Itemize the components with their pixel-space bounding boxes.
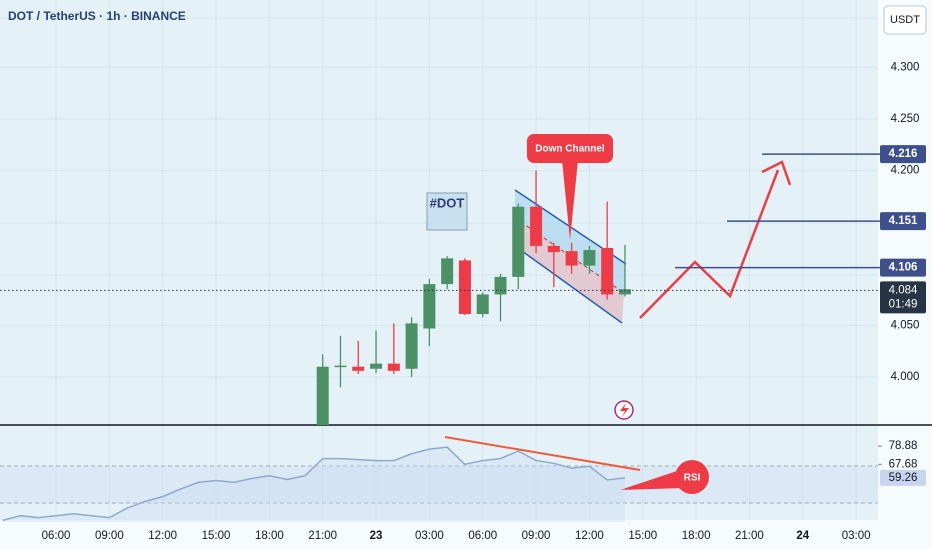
candle-body	[512, 206, 525, 277]
level-label: 4.106	[889, 262, 918, 274]
level-label: 4.216	[889, 148, 918, 160]
candle-body	[601, 248, 614, 295]
unit-box	[883, 5, 927, 35]
countdown: 01:49	[889, 298, 918, 310]
candle-body	[547, 245, 560, 253]
callout-text: Down Channel	[535, 144, 605, 155]
x-tick-label: 03:00	[415, 530, 444, 542]
x-tick-label: 15:00	[628, 530, 657, 542]
level-label-box	[880, 212, 926, 231]
x-tick-label: 06:00	[42, 530, 71, 542]
unit: USDT	[890, 14, 920, 26]
x-tick-label: 09:00	[95, 530, 124, 542]
candle-body	[494, 276, 507, 295]
x-tick-label: 12:00	[148, 530, 177, 542]
x-tick-label: 18:00	[682, 530, 711, 542]
rsi-trend-line	[444, 436, 641, 471]
last-price-label: 4.084	[889, 284, 918, 296]
candle-body	[334, 365, 347, 368]
candles	[316, 170, 631, 425]
x-tick-label: 23	[370, 530, 383, 542]
callout-pointer	[562, 160, 578, 240]
x-tick-label: 21:00	[735, 530, 764, 542]
y-tick-label: 4.250	[891, 113, 920, 125]
x-tick-label: 18:00	[255, 530, 284, 542]
y-tick-label: 4.000	[891, 371, 920, 383]
y-tick-label: 4.050	[891, 319, 920, 331]
candle-body	[387, 363, 400, 371]
dot-label: #DOT	[430, 195, 465, 210]
candle-body	[565, 251, 578, 266]
candle-body	[458, 260, 471, 315]
dot-label-box	[426, 192, 468, 231]
level-label-box	[880, 145, 926, 164]
y-tick-label: 4.300	[891, 61, 920, 73]
plot-background	[0, 0, 878, 520]
rsi-area	[2, 447, 625, 522]
x-tick-label: 06:00	[468, 530, 497, 542]
x-tick-label: 09:00	[522, 530, 551, 542]
projection-arrow	[639, 169, 780, 319]
x-tick-label: 03:00	[842, 530, 871, 542]
rsi-callout	[675, 460, 709, 494]
rsi-label: 78.88	[889, 440, 918, 452]
candle-body	[370, 363, 383, 369]
candle-body	[530, 206, 543, 246]
candle-body	[405, 323, 418, 369]
x-tick-label: 21:00	[308, 530, 337, 542]
rsi-label: 67.68	[889, 458, 918, 470]
lightning	[620, 403, 629, 417]
x-tick-label: 15:00	[202, 530, 231, 542]
rsi-line	[2, 446, 626, 522]
candle-body	[583, 250, 596, 266]
rsi-callout-pointer	[620, 470, 684, 490]
candle-body	[476, 294, 489, 315]
chart-title: DOT / TetherUS · 1h · BINANCE	[8, 9, 186, 23]
time-axis-background	[0, 520, 878, 550]
channel-line	[514, 245, 623, 324]
candle-body	[352, 366, 365, 371]
level-label: 4.151	[889, 215, 918, 227]
callout-box	[527, 134, 613, 163]
candle-body	[618, 289, 631, 295]
down-channel-lower	[515, 218, 624, 323]
rsi-band	[0, 466, 878, 503]
x-tick-label: 24	[796, 530, 809, 542]
rsi-callout-text: RSI	[684, 473, 701, 484]
rsi-label: 59.26	[889, 472, 918, 484]
last-price-box	[880, 281, 926, 314]
candle-body	[441, 258, 454, 285]
level-label-box	[880, 258, 926, 277]
x-tick-label: 12:00	[575, 530, 604, 542]
y-tick-label: 4.200	[891, 165, 920, 177]
candle-body	[423, 284, 436, 329]
rsi-label-box	[880, 469, 926, 486]
overlay: #DOT Down Channel RSI	[426, 134, 792, 494]
candle-body	[316, 366, 329, 425]
arrow-head	[761, 160, 792, 186]
